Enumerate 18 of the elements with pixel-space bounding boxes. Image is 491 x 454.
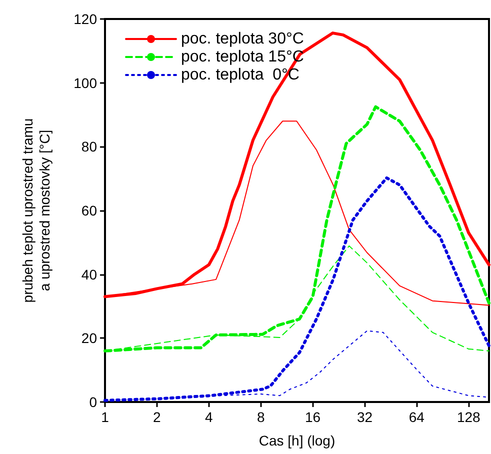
legend-label: poc. teplota 30°C [181, 30, 304, 48]
x-tick-label: 16 [304, 409, 321, 425]
y-tick-label: 60 [81, 202, 98, 218]
x-tick-label: 2 [153, 409, 162, 425]
y-tick-label: 120 [74, 11, 98, 27]
x-tick-label: 8 [256, 409, 265, 425]
y-tick-label: 80 [81, 138, 98, 155]
x-tick-label: 64 [408, 409, 425, 425]
y-tick-label: 100 [74, 74, 98, 91]
x-tick-label: 1 [101, 409, 110, 425]
y-tick-label: 0 [89, 394, 98, 410]
x-tick-label: 4 [204, 409, 213, 425]
y-axis-title: prubeh teplot uprostred tramu a uprostred mostovky [°C] [20, 118, 52, 303]
x-tick-label: 32 [356, 409, 373, 425]
x-axis-title: Cas [h] (log) [258, 432, 336, 448]
y-tick-label: 40 [81, 266, 98, 282]
y-tick-label: 20 [81, 330, 98, 346]
x-tick-label: 128 [456, 409, 481, 425]
